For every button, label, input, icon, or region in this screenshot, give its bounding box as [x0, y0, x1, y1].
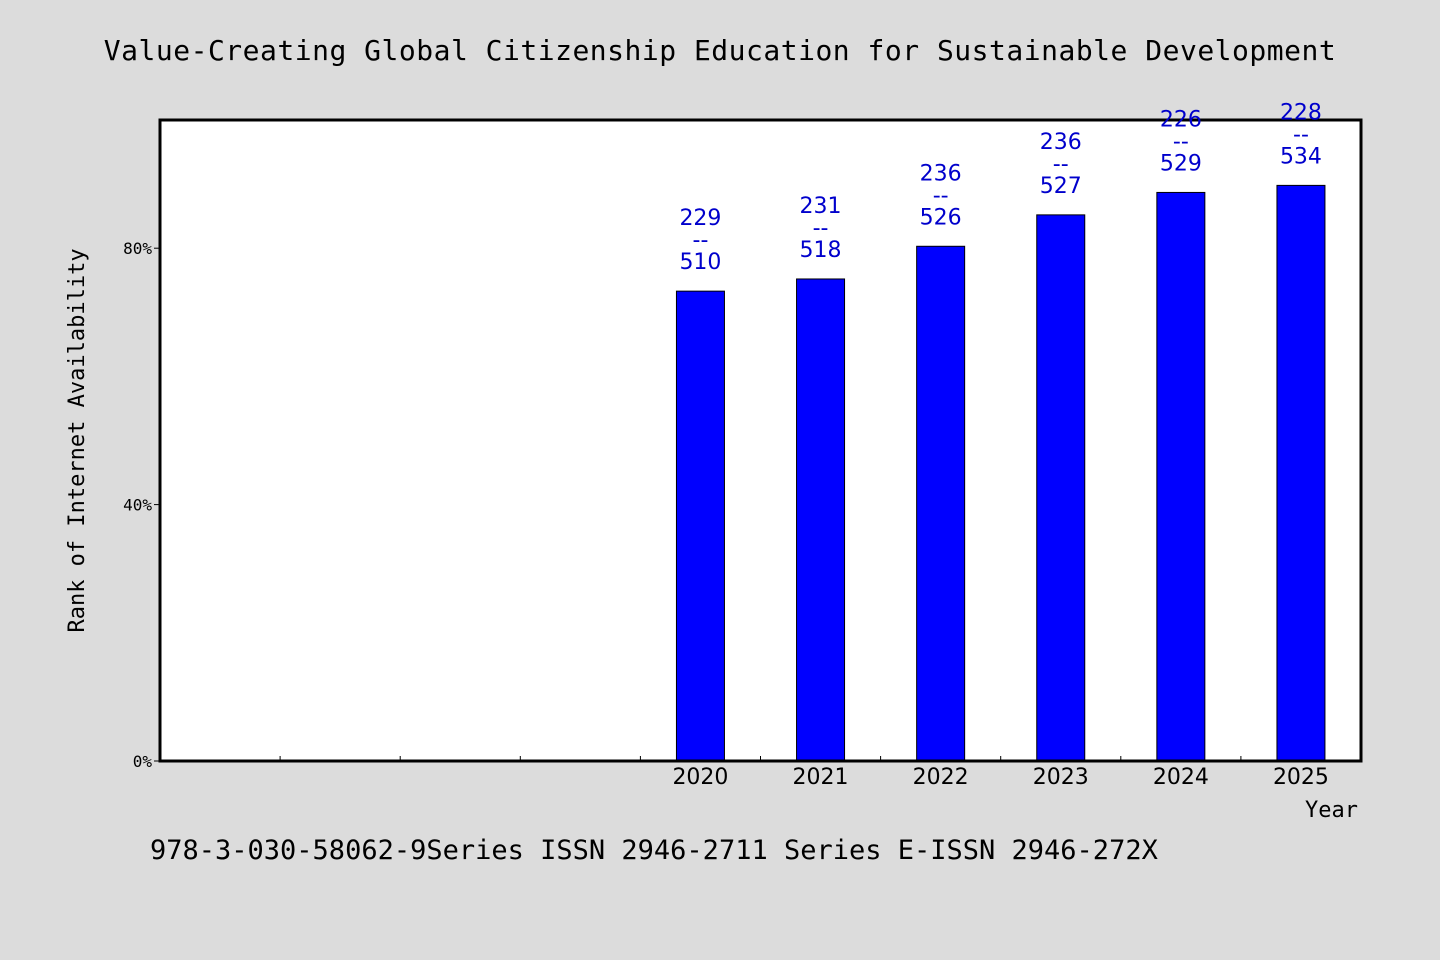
data-label: 228: [1280, 100, 1322, 125]
data-label: --: [1053, 152, 1069, 177]
bar-2022: [916, 245, 966, 762]
bar-2020: [675, 290, 725, 762]
chart-title: Value-Creating Global Citizenship Educat…: [103, 34, 1337, 67]
bar-2024: [1156, 191, 1206, 762]
data-label: 518: [800, 238, 842, 263]
data-label: 510: [679, 250, 721, 275]
x-tick-label: 2024: [1153, 765, 1209, 790]
data-label: 529: [1160, 151, 1202, 176]
y-tick-label: 80%: [123, 239, 152, 258]
x-tick-label: 2023: [1033, 765, 1089, 790]
data-label: 534: [1280, 144, 1322, 169]
data-label: --: [1293, 122, 1309, 147]
x-tick-label: 2025: [1273, 765, 1329, 790]
bar-2021: [796, 278, 846, 762]
y-axis-label: Rank of Internet Availability: [65, 248, 90, 632]
x-tick-label: 2020: [672, 765, 728, 790]
bar-2023: [1036, 214, 1086, 762]
data-label: --: [933, 183, 949, 208]
data-label: 231: [800, 194, 842, 219]
data-label: 527: [1040, 174, 1082, 199]
bar-2025: [1276, 184, 1326, 762]
data-label: --: [1173, 129, 1189, 154]
data-label: 236: [1040, 130, 1082, 155]
data-label: --: [813, 216, 829, 241]
data-label: 526: [920, 205, 962, 230]
x-tick-label: 2022: [913, 765, 969, 790]
data-label: 229: [679, 206, 721, 231]
data-label: --: [693, 228, 709, 253]
x-tick-label: 2021: [793, 765, 849, 790]
x-axis-label: Year: [1305, 798, 1358, 823]
y-tick-label: 0%: [133, 752, 153, 771]
y-tick-label: 40%: [123, 496, 152, 515]
data-label: 236: [920, 161, 962, 186]
data-label: 226: [1160, 107, 1202, 132]
footer-isbn-text: 978-3-030-58062-9Series ISSN 2946-2711 S…: [150, 835, 1158, 866]
